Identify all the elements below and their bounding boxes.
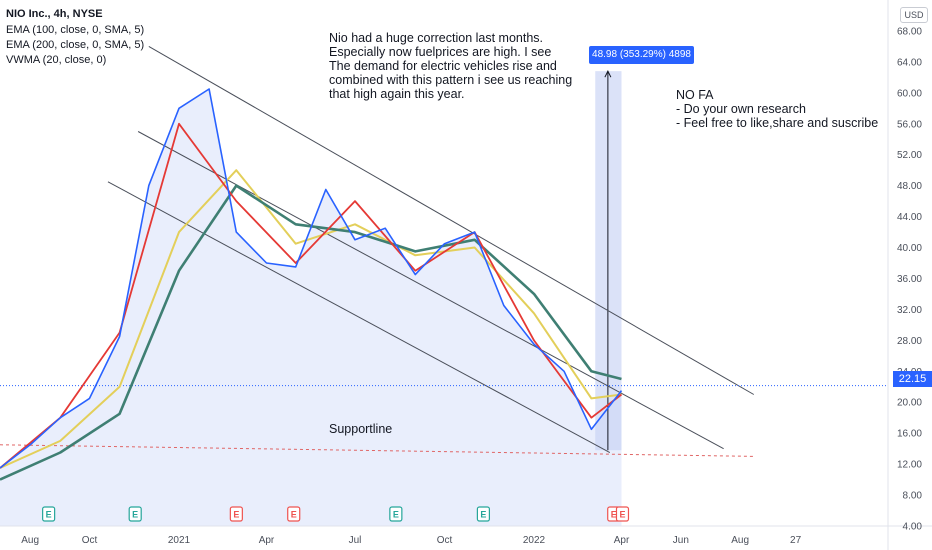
earnings-marker-4[interactable]: E xyxy=(389,506,403,522)
y-tick-label: 52.00 xyxy=(897,150,922,161)
earnings-marker-box xyxy=(287,506,301,522)
earnings-marker-1[interactable]: E xyxy=(128,506,142,522)
projection-label: 48.98 (353.29%) 4898 xyxy=(589,46,694,64)
earnings-marker-box xyxy=(476,506,490,522)
earnings-marker-box xyxy=(389,506,403,522)
x-tick-label: Aug xyxy=(731,535,749,546)
legend-ema200: EMA (200, close, 0, SMA, 5) xyxy=(6,39,145,51)
supportline-label: Supportline xyxy=(329,422,393,436)
earnings-marker-text: E xyxy=(393,510,399,520)
earnings-marker-text: E xyxy=(480,510,486,520)
series-line-2 xyxy=(0,184,622,481)
y-tick-label: 44.00 xyxy=(897,212,922,223)
main-annotation: Nio had a huge correction last months. E… xyxy=(329,31,573,101)
legend-vwma: VWMA (20, close, 0) xyxy=(6,54,107,66)
series-line-0 xyxy=(0,88,623,469)
earnings-marker-3[interactable]: E xyxy=(287,506,301,522)
trendline-1 xyxy=(137,131,724,450)
chart-title: NIO Inc., 4h, NYSE xyxy=(6,8,103,20)
earnings-marker-text: E xyxy=(291,510,297,520)
price-area-fill xyxy=(0,89,622,526)
x-tick-label: Jul xyxy=(349,535,362,546)
last-price-badge: 22.15 xyxy=(893,371,932,387)
legend-ema100: EMA (100, close, 0, SMA, 5) xyxy=(6,24,145,36)
trendline-2 xyxy=(107,181,611,453)
y-tick-label: 56.00 xyxy=(897,119,922,130)
earnings-marker-text: E xyxy=(233,510,239,520)
right-annotation: NO FA - Do your own research - Feel free… xyxy=(676,88,879,130)
x-tick-label: 27 xyxy=(790,535,802,546)
y-tick-label: 16.00 xyxy=(897,429,922,440)
y-tick-label: 36.00 xyxy=(897,274,922,285)
x-tick-label: 2022 xyxy=(523,535,546,546)
earnings-marker-5[interactable]: E xyxy=(476,506,490,522)
x-tick-label: Jun xyxy=(673,535,689,546)
y-tick-label: 68.00 xyxy=(897,26,922,37)
earnings-marker-text: E xyxy=(132,510,138,520)
y-tick-label: 20.00 xyxy=(897,398,922,409)
x-tick-label: Apr xyxy=(259,535,275,546)
projection-arrowhead xyxy=(604,70,612,78)
x-tick-label: 2021 xyxy=(168,535,191,546)
x-tick-label: Apr xyxy=(614,535,630,546)
x-tick-label: Oct xyxy=(82,535,98,546)
y-tick-label: 4.00 xyxy=(903,522,923,533)
x-tick-label: Aug xyxy=(21,535,39,546)
earnings-marker-box xyxy=(128,506,142,522)
earnings-marker-box xyxy=(229,506,243,522)
earnings-marker-7[interactable]: E xyxy=(615,506,630,522)
y-tick-label: 60.00 xyxy=(897,88,922,99)
x-tick-label: Oct xyxy=(437,535,453,546)
y-tick-label: 12.00 xyxy=(897,460,922,471)
y-tick-label: 8.00 xyxy=(903,491,923,502)
earnings-marker-text: E xyxy=(619,510,625,520)
y-tick-label: 48.00 xyxy=(897,181,922,192)
trendline-0 xyxy=(148,45,755,395)
series-line-1 xyxy=(0,169,622,469)
earnings-marker-0[interactable]: E xyxy=(42,506,56,522)
y-tick-label: 32.00 xyxy=(897,305,922,316)
earnings-marker-2[interactable]: E xyxy=(229,506,243,522)
earnings-marker-text: E xyxy=(46,510,52,520)
earnings-marker-text: E xyxy=(611,510,617,520)
currency-label: USD xyxy=(900,7,928,23)
y-tick-label: 64.00 xyxy=(897,57,922,68)
y-tick-label: 28.00 xyxy=(897,336,922,347)
y-tick-label: 40.00 xyxy=(897,243,922,254)
earnings-marker-box xyxy=(42,506,56,522)
earnings-marker-box xyxy=(615,506,630,522)
